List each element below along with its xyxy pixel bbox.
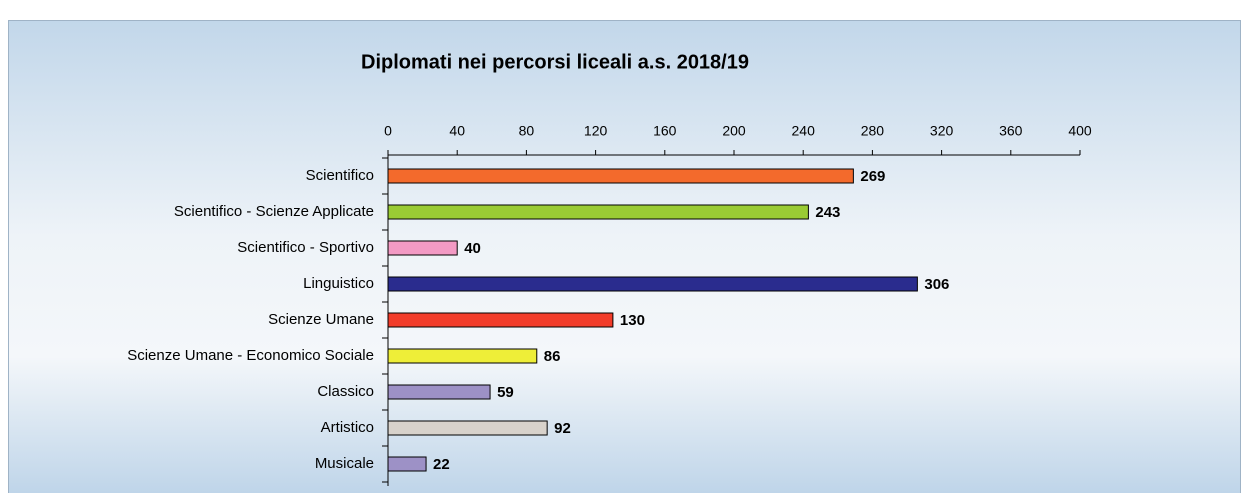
y-tick-label: Scientifico - Scienze Applicate bbox=[174, 203, 374, 220]
x-tick-label: 120 bbox=[584, 123, 608, 139]
value-label: 130 bbox=[620, 312, 645, 329]
x-tick-label: 40 bbox=[449, 123, 465, 139]
y-tick-label: Scienze Umane - Economico Sociale bbox=[127, 347, 374, 364]
value-label: 243 bbox=[815, 204, 840, 221]
bar bbox=[387, 240, 458, 256]
value-label: 40 bbox=[464, 240, 481, 257]
bar bbox=[387, 276, 918, 292]
x-tick-label: 400 bbox=[1068, 123, 1092, 139]
value-label: 22 bbox=[433, 456, 450, 473]
chart-frame bbox=[8, 20, 1241, 493]
x-tick-label: 240 bbox=[792, 123, 816, 139]
chart-title: Diplomati nei percorsi liceali a.s. 2018… bbox=[361, 51, 749, 73]
value-label: 59 bbox=[497, 384, 514, 401]
value-label: 86 bbox=[544, 348, 561, 365]
bar bbox=[387, 204, 809, 220]
x-tick-label: 360 bbox=[999, 123, 1023, 139]
bar bbox=[387, 384, 491, 400]
x-tick-label: 80 bbox=[519, 123, 535, 139]
value-label: 92 bbox=[554, 420, 571, 437]
y-tick-label: Linguistico bbox=[303, 275, 374, 292]
bar bbox=[387, 312, 614, 328]
x-tick-label: 320 bbox=[930, 123, 954, 139]
y-tick-label: Musicale bbox=[315, 455, 374, 472]
x-tick-label: 160 bbox=[653, 123, 677, 139]
value-label: 306 bbox=[924, 276, 949, 293]
bar bbox=[387, 168, 854, 184]
x-tick-label: 0 bbox=[384, 123, 392, 139]
y-tick-label: Scienze Umane bbox=[268, 311, 374, 328]
y-tick-label: Classico bbox=[317, 383, 374, 400]
bar bbox=[387, 420, 548, 436]
value-label: 269 bbox=[860, 168, 885, 185]
x-tick-label: 200 bbox=[722, 123, 746, 139]
y-tick-label: Artistico bbox=[321, 419, 374, 436]
bar bbox=[387, 456, 427, 472]
x-tick-label: 280 bbox=[861, 123, 885, 139]
y-tick-label: Scientifico - Sportivo bbox=[237, 239, 374, 256]
y-tick-label: Scientifico bbox=[306, 167, 374, 184]
bar bbox=[387, 348, 538, 364]
